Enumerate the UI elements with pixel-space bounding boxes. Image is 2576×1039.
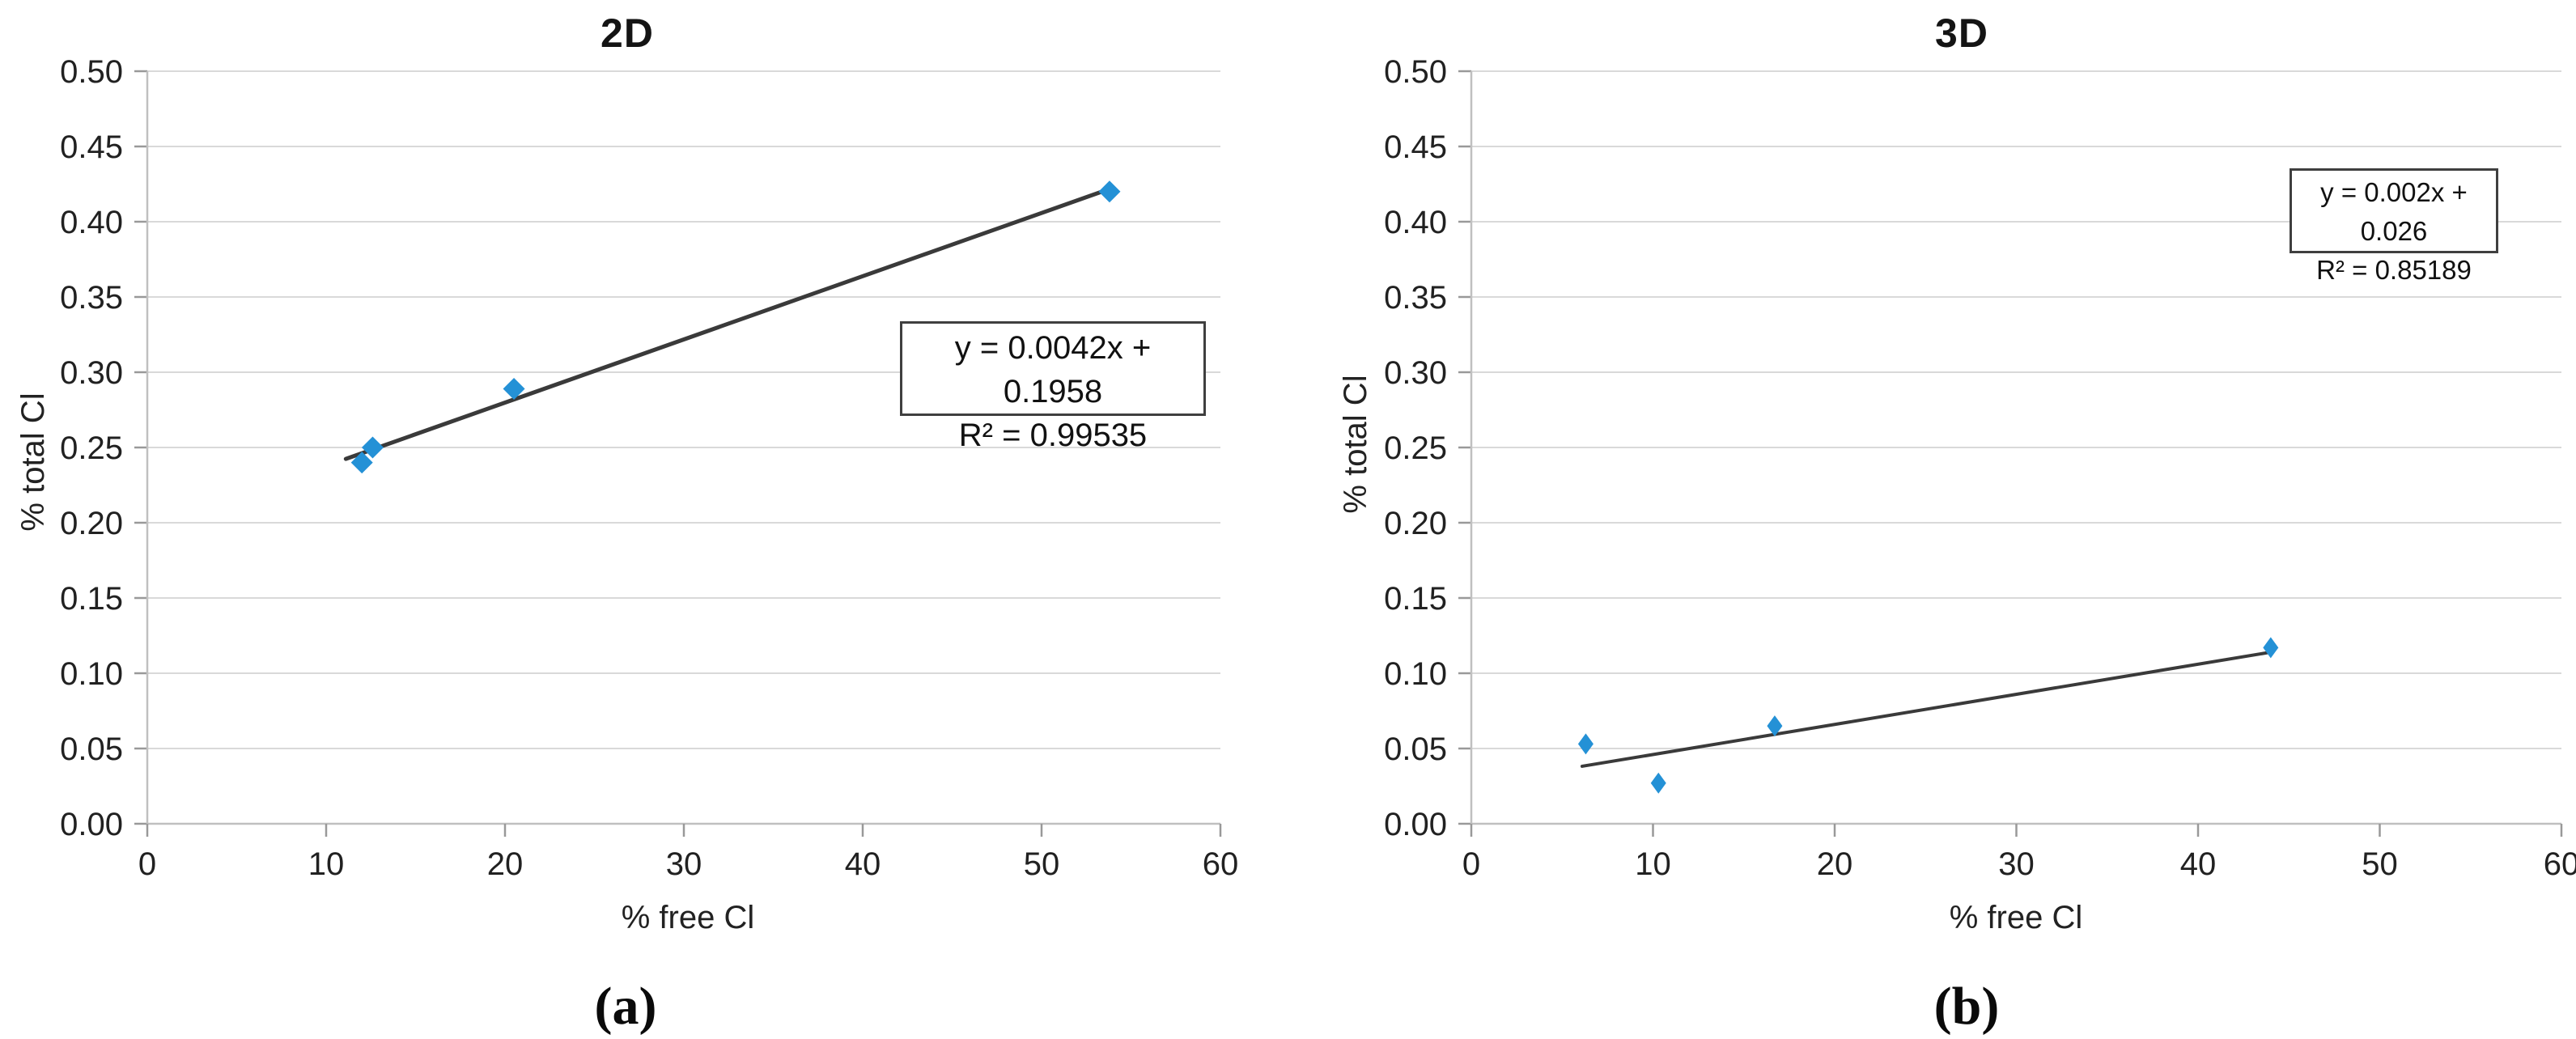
chart-title-3d: 3D	[1935, 11, 1988, 56]
x-tick-label: 50	[1024, 846, 1060, 882]
x-tick-label: 30	[1998, 846, 2035, 882]
y-tick-label: 0.00	[60, 807, 123, 842]
y-tick-label: 0.25	[60, 430, 123, 466]
tick-labels: 0.00 0.05 0.10 0.15 0.20 0.25 0.30 0.35 0.40 0.45…	[60, 54, 1238, 882]
x-tick-label: 30	[666, 846, 702, 882]
x-tick-label: 0	[138, 846, 156, 882]
x-tick-label: 10	[1635, 846, 1671, 882]
y-tick-label: 0.35	[60, 280, 123, 316]
data-point-diamond	[1098, 180, 1121, 203]
x-tick-label: 20	[1817, 846, 1853, 882]
gridlines	[147, 70, 1220, 825]
y-tick-label: 0.15	[60, 581, 123, 617]
y-tick-label: 0.40	[1384, 205, 1447, 240]
y-tick-label: 0.50	[1384, 54, 1447, 90]
data-point-diamond	[1650, 772, 1666, 794]
x-tick-label: 40	[2180, 846, 2217, 882]
trendline-equation: y = 0.002x + 0.026	[2320, 177, 2468, 246]
y-tick-label: 0.05	[60, 732, 123, 767]
y-tick-label: 0.35	[1384, 280, 1447, 316]
scatter-plot-3d: 0.00 0.05 0.10 0.15 0.20 0.25 0.30 0.35 0.40 0.45…	[1384, 54, 2576, 882]
axes-and-ticks	[1458, 70, 2563, 837]
y-tick-label: 0.10	[1384, 656, 1447, 692]
subfigure-caption-a: (a)	[594, 977, 657, 1036]
y-tick-label: 0.40	[60, 205, 123, 240]
chart-panel-2d: 0.00 0.05 0.10 0.15 0.20 0.25 0.30 0.35 0.40 0.45…	[15, 11, 1238, 1036]
data-point-diamond	[350, 452, 373, 474]
x-axis-title: % free Cl	[1949, 900, 2083, 935]
data-point-diamond	[1767, 715, 1783, 737]
x-tick-label: 50	[2362, 846, 2398, 882]
x-tick-label: 0	[1462, 846, 1480, 882]
y-tick-label: 0.25	[1384, 430, 1447, 466]
data-points	[1577, 637, 2279, 794]
chart-title-2d: 2D	[601, 11, 654, 56]
x-tick-label: 60	[2544, 846, 2576, 882]
trendline-equation: y = 0.0042x + 0.1958	[954, 330, 1152, 409]
chart-panel-3d: 0.00 0.05 0.10 0.15 0.20 0.25 0.30 0.35 0.40 0.45…	[1288, 0, 2576, 1039]
y-axis-title: % total Cl	[15, 392, 51, 532]
trendline-equation-box: y = 0.0042x + 0.1958 R² = 0.99535	[900, 321, 1206, 453]
y-tick-label: 0.05	[1384, 732, 1447, 767]
y-tick-label: 0.30	[60, 355, 123, 391]
data-point-diamond	[361, 436, 384, 459]
y-tick-label: 0.15	[1384, 581, 1447, 617]
x-tick-label: 20	[487, 846, 524, 882]
trendline-equation-box: y = 0.002x + 0.026 R² = 0.85189	[2290, 168, 2498, 285]
x-axis-title: % free Cl	[621, 900, 755, 935]
y-tick-label: 0.50	[60, 54, 123, 90]
y-tick-label: 0.30	[1384, 355, 1447, 391]
x-tick-label: 10	[308, 846, 345, 882]
y-tick-label: 0.20	[60, 506, 123, 541]
trendline	[1580, 650, 2273, 768]
y-tick-label: 0.00	[1384, 807, 1447, 842]
y-tick-label: 0.20	[1384, 506, 1447, 541]
data-point-diamond	[1577, 733, 1594, 755]
r-squared-value: R² = 0.85189	[2316, 255, 2472, 285]
data-points	[350, 180, 1121, 474]
y-tick-label: 0.10	[60, 656, 123, 692]
tick-labels: 0.00 0.05 0.10 0.15 0.20 0.25 0.30 0.35 0.40 0.45…	[1384, 54, 2576, 882]
r-squared-value: R² = 0.99535	[958, 418, 1148, 453]
y-axis-title: % total Cl	[1338, 375, 1373, 514]
data-point-diamond	[2263, 637, 2279, 659]
trendline	[343, 187, 1112, 461]
scatter-plot-2d: 0.00 0.05 0.10 0.15 0.20 0.25 0.30 0.35 0.40 0.45…	[60, 54, 1238, 882]
subfigure-caption-b: (b)	[1933, 977, 2000, 1036]
axes-and-ticks	[134, 70, 1222, 837]
x-tick-label: 40	[845, 846, 881, 882]
y-tick-label: 0.45	[60, 129, 123, 165]
data-point-diamond	[503, 377, 525, 400]
x-tick-label: 60	[1203, 846, 1239, 882]
y-tick-label: 0.45	[1384, 129, 1447, 165]
